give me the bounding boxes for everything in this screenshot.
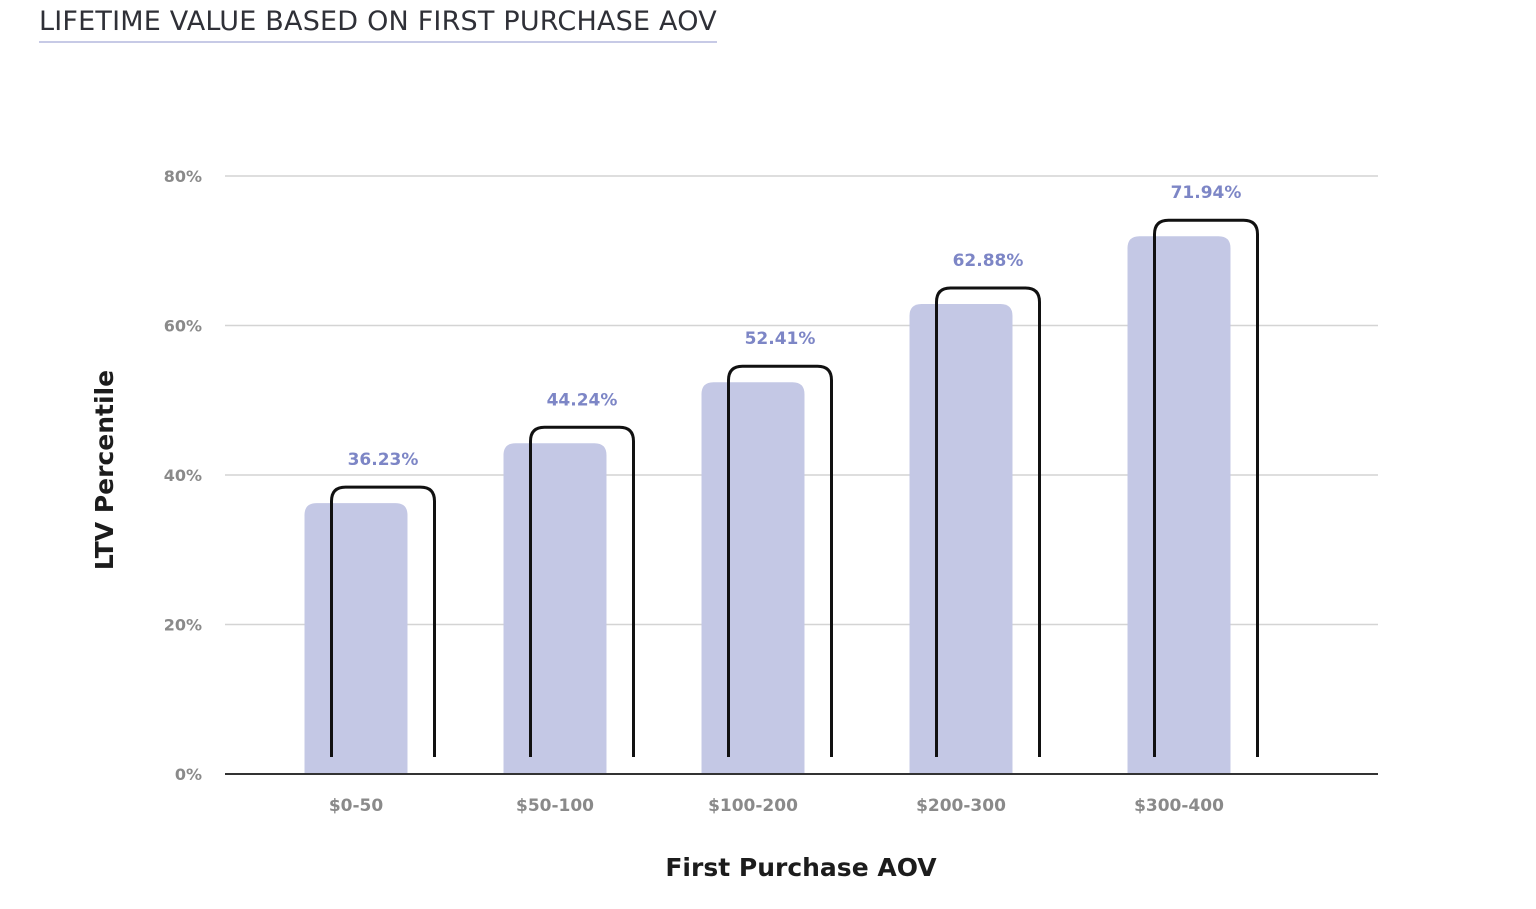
bar — [503, 443, 607, 774]
bars — [304, 236, 1231, 774]
value-labels: 36.23% 44.24% 52.41% 62.88% 71.94% — [348, 183, 1242, 470]
x-category-label: $0-50 — [329, 796, 384, 816]
page-title: LIFETIME VALUE BASED ON FIRST PURCHASE A… — [39, 6, 717, 43]
y-tick-label: 80% — [164, 167, 202, 186]
x-axis-title: First Purchase AOV — [665, 853, 937, 882]
bar-bracket — [1153, 218, 1259, 757]
y-axis-ticks: 0% 20% 40% 60% 80% — [164, 167, 202, 784]
y-tick-label: 0% — [175, 765, 202, 784]
bar — [909, 303, 1013, 774]
y-tick-label: 60% — [164, 317, 202, 336]
x-category-label: $50-100 — [516, 796, 594, 816]
bar-value-label: 71.94% — [1171, 183, 1242, 203]
bar-value-label: 52.41% — [745, 329, 816, 349]
bar — [1127, 236, 1231, 774]
bar — [701, 382, 805, 774]
bar-value-label: 44.24% — [547, 390, 618, 410]
y-axis-title: LTV Percentile — [90, 370, 119, 570]
x-category-label: $200-300 — [916, 796, 1006, 816]
x-axis-categories: $0-50 $50-100 $100-200 $200-300 $300-400 — [329, 796, 1224, 816]
x-category-label: $300-400 — [1134, 796, 1224, 816]
bar-value-label: 36.23% — [348, 450, 419, 470]
bar-bracket — [727, 364, 833, 757]
y-tick-label: 40% — [164, 466, 202, 485]
bar-bracket — [935, 286, 1041, 757]
bar — [304, 503, 408, 774]
bar-bracket — [330, 485, 436, 757]
bar-value-label: 62.88% — [953, 251, 1024, 271]
bar-bracket — [529, 425, 635, 757]
x-category-label: $100-200 — [708, 796, 798, 816]
y-tick-label: 20% — [164, 616, 202, 635]
bar-brackets — [330, 218, 1259, 757]
